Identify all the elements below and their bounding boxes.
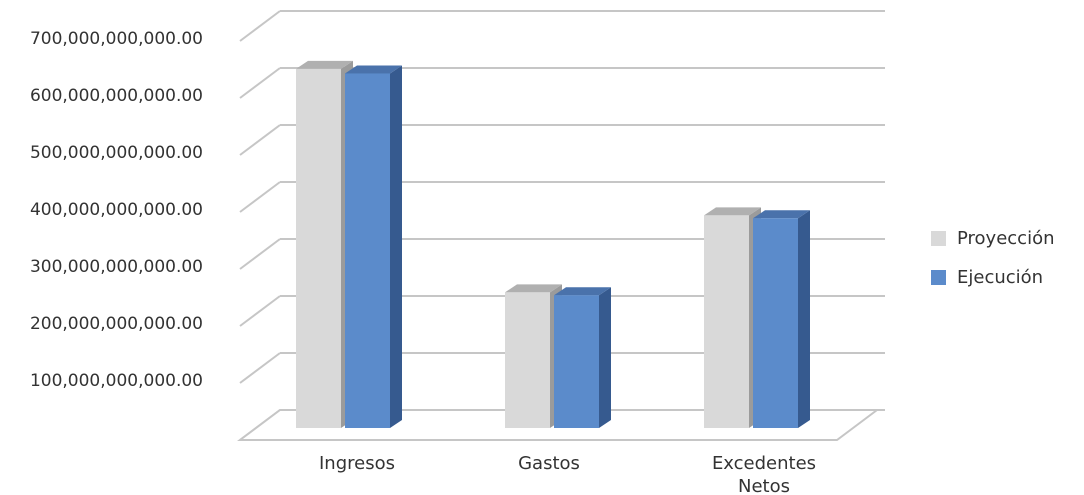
x-tick-label: Excedentes [712,453,816,474]
y-tick-label: 300,000,000,000.00 [30,257,203,277]
bar-front [505,292,550,428]
wall-gridline [239,295,281,327]
bar-1-0 [505,284,562,428]
wall-gridline [239,67,281,99]
wall-gridline [239,238,281,270]
bar-side [390,65,402,429]
y-axis-ticks: 100,000,000,000.00 200,000,000,000.00 300,… [30,29,203,391]
bar-2-1 [753,210,810,428]
y-tick-label: 600,000,000,000.00 [30,86,203,106]
y-tick-label: 700,000,000,000.00 [30,29,203,49]
bar-top [753,210,810,219]
bar-top [296,60,353,69]
y-tick-label: 400,000,000,000.00 [30,200,203,220]
legend-swatch [931,270,946,285]
legend-label: Proyección [957,228,1055,249]
bar-top [345,65,402,74]
bar-front [753,218,798,428]
bars [296,60,810,429]
bar-top [554,287,611,296]
wall-gridline [239,10,281,42]
bar-front [296,68,341,429]
wall-gridline [239,124,281,156]
wall-gridline [239,352,281,384]
y-tick-label: 200,000,000,000.00 [30,314,203,334]
bar-top [704,207,761,216]
bar-front [704,215,749,428]
y-tick-label: 100,000,000,000.00 [30,371,203,391]
x-axis-labels: Ingresos Gastos Excedentes Netos [319,453,816,495]
x-tick-label: Gastos [518,453,580,474]
legend-label: Ejecución [957,267,1043,288]
wall-gridline [239,181,281,213]
bar-0-1 [345,65,402,429]
x-tick-label: Ingresos [319,453,395,474]
bar-side [798,210,810,428]
bar-front [345,73,390,429]
legend: Proyección Ejecución [931,228,1055,288]
bar-top [505,284,562,293]
bar-0-0 [296,60,353,429]
legend-swatch [931,231,946,246]
y-tick-label: 500,000,000,000.00 [30,143,203,163]
bar-front [554,295,599,428]
bar-side [599,287,611,428]
bar-1-1 [554,287,611,428]
x-tick-label: Netos [738,476,790,495]
bar-2-0 [704,207,761,428]
